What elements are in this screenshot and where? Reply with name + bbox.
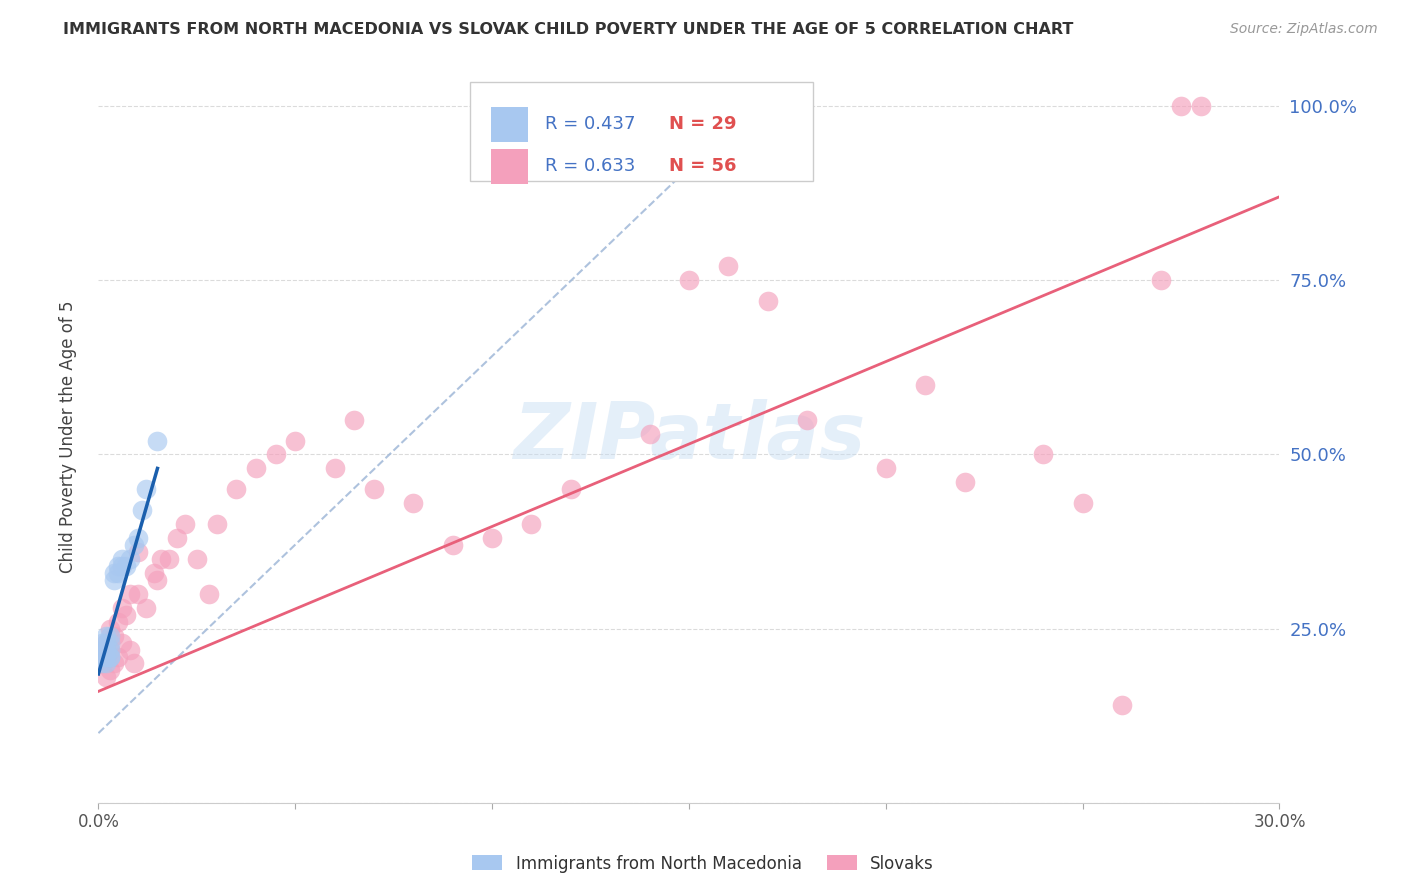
Point xyxy=(1111,698,1133,713)
Point xyxy=(98,629,121,643)
Point xyxy=(98,642,121,657)
Point xyxy=(91,642,114,657)
Point xyxy=(107,615,129,629)
Point xyxy=(245,461,267,475)
Point xyxy=(363,483,385,497)
Point xyxy=(96,629,118,643)
Point xyxy=(98,622,121,636)
Point xyxy=(111,558,134,573)
Point xyxy=(225,483,247,497)
Point xyxy=(96,642,118,657)
Point xyxy=(186,552,208,566)
Point xyxy=(343,412,366,426)
Point xyxy=(135,600,157,615)
Point xyxy=(875,461,897,475)
Point xyxy=(96,657,118,671)
Point xyxy=(264,448,287,462)
Text: N = 56: N = 56 xyxy=(669,158,737,176)
Point xyxy=(115,558,138,573)
Point xyxy=(481,531,503,545)
Point xyxy=(111,635,134,649)
Point xyxy=(166,531,188,545)
Point xyxy=(89,649,111,664)
Point xyxy=(953,475,976,490)
Point xyxy=(96,635,118,649)
Point xyxy=(91,657,114,671)
Point xyxy=(135,483,157,497)
Point xyxy=(98,642,121,657)
Point xyxy=(118,552,141,566)
Point xyxy=(118,587,141,601)
Point xyxy=(205,517,228,532)
Point xyxy=(146,573,169,587)
Point xyxy=(107,649,129,664)
Point xyxy=(142,566,165,580)
Point xyxy=(402,496,425,510)
Point xyxy=(96,649,118,664)
Point xyxy=(146,434,169,448)
Point xyxy=(96,670,118,684)
Point xyxy=(107,558,129,573)
Point xyxy=(91,657,114,671)
Point xyxy=(323,461,346,475)
Point xyxy=(756,294,779,309)
Point xyxy=(93,642,115,657)
Point xyxy=(717,260,740,274)
Point xyxy=(284,434,307,448)
Point xyxy=(96,635,118,649)
Point xyxy=(122,538,145,552)
Point xyxy=(157,552,180,566)
Text: R = 0.633: R = 0.633 xyxy=(546,158,636,176)
Point xyxy=(1170,99,1192,113)
Text: ZIPatlas: ZIPatlas xyxy=(513,399,865,475)
Legend: Immigrants from North Macedonia, Slovaks: Immigrants from North Macedonia, Slovaks xyxy=(465,848,941,880)
FancyBboxPatch shape xyxy=(471,82,813,181)
Y-axis label: Child Poverty Under the Age of 5: Child Poverty Under the Age of 5 xyxy=(59,301,77,574)
Point xyxy=(520,517,543,532)
Text: N = 29: N = 29 xyxy=(669,115,737,134)
Text: R = 0.437: R = 0.437 xyxy=(546,115,636,134)
Point xyxy=(1071,496,1094,510)
Point xyxy=(1150,273,1173,287)
Point xyxy=(678,273,700,287)
Point xyxy=(1189,99,1212,113)
Point xyxy=(98,649,121,664)
Point xyxy=(103,566,125,580)
Point xyxy=(103,573,125,587)
Point xyxy=(1032,448,1054,462)
Point xyxy=(127,545,149,559)
Point xyxy=(150,552,173,566)
Point xyxy=(560,483,582,497)
Point xyxy=(131,503,153,517)
Point xyxy=(103,629,125,643)
Point xyxy=(914,377,936,392)
Point xyxy=(98,635,121,649)
Point xyxy=(118,642,141,657)
Text: Source: ZipAtlas.com: Source: ZipAtlas.com xyxy=(1230,22,1378,37)
Point xyxy=(91,635,114,649)
Point xyxy=(107,566,129,580)
Point xyxy=(93,649,115,664)
Point xyxy=(638,426,661,441)
Text: IMMIGRANTS FROM NORTH MACEDONIA VS SLOVAK CHILD POVERTY UNDER THE AGE OF 5 CORRE: IMMIGRANTS FROM NORTH MACEDONIA VS SLOVA… xyxy=(63,22,1074,37)
Bar xyxy=(491,149,529,184)
Point xyxy=(127,531,149,545)
Point xyxy=(127,587,149,601)
Point xyxy=(122,657,145,671)
Point xyxy=(197,587,219,601)
Point xyxy=(103,657,125,671)
Point xyxy=(796,412,818,426)
Point xyxy=(115,607,138,622)
Point xyxy=(174,517,197,532)
Point xyxy=(111,552,134,566)
Bar xyxy=(491,107,529,142)
Point xyxy=(96,649,118,664)
Point xyxy=(111,600,134,615)
Point xyxy=(441,538,464,552)
Point xyxy=(91,642,114,657)
Point xyxy=(98,664,121,678)
Point xyxy=(98,649,121,664)
